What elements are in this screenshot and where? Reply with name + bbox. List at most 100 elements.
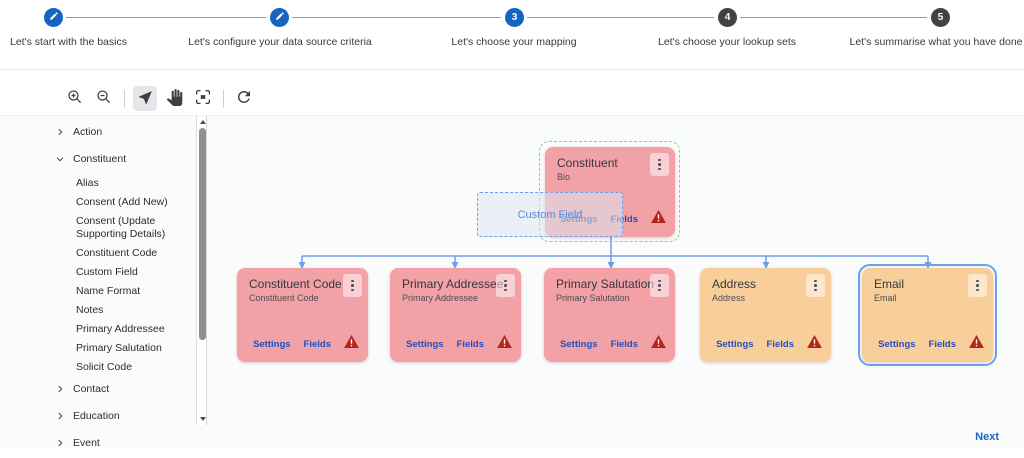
scroll-up-arrow-icon[interactable]: [199, 120, 206, 124]
chevron-right-icon: [55, 384, 65, 398]
node-actions: Settings Fields: [878, 335, 984, 353]
step-2-indicator[interactable]: [270, 8, 289, 27]
fields-link[interactable]: Fields: [610, 338, 638, 350]
fields-link[interactable]: Fields: [766, 338, 794, 350]
tree-item-label: Primary Salutation: [76, 342, 162, 354]
node-title: Primary Salutation: [556, 277, 655, 291]
step-1-indicator[interactable]: [44, 8, 63, 27]
node-menu-button[interactable]: [806, 274, 825, 297]
step-5-label: Let's summarise what you have done: [849, 36, 1023, 48]
wizard-stepper: 3 4 5 Let's start with the basics Let's …: [0, 0, 1024, 70]
node-actions: Settings Fields: [253, 335, 359, 353]
refresh-button[interactable]: [232, 86, 256, 111]
tree-item-constituent-code[interactable]: Constituent Code: [55, 244, 195, 263]
canvas-toolbar: [63, 86, 256, 111]
zoom-out-button[interactable]: [92, 86, 116, 111]
tree-item-consent-update[interactable]: Consent (Update Supporting Details): [55, 212, 195, 244]
next-button[interactable]: Next: [975, 431, 999, 443]
settings-link[interactable]: Settings: [253, 338, 291, 350]
tree-group-constituent[interactable]: Constituent: [55, 147, 195, 174]
edit-icon: [275, 11, 285, 24]
pan-tool-button[interactable]: [162, 86, 186, 111]
tree-item-label: Constituent: [73, 153, 127, 165]
node-menu-button[interactable]: [650, 274, 669, 297]
tree-item-primary-addressee[interactable]: Primary Addressee: [55, 320, 195, 339]
tree-item-label: Action: [73, 126, 103, 138]
chevron-down-icon: [55, 154, 65, 168]
tree-item-consent-add-new[interactable]: Consent (Add New): [55, 193, 195, 212]
step-connector-line: [292, 17, 501, 18]
settings-link[interactable]: Settings: [560, 338, 598, 350]
tree-item-label: Consent (Add New): [76, 196, 168, 208]
tree-item-notes[interactable]: Notes: [55, 301, 195, 320]
fields-link[interactable]: Fields: [610, 213, 638, 225]
warning-icon: [651, 335, 666, 353]
step-4-label: Let's choose your lookup sets: [657, 36, 797, 48]
chevron-right-icon: [55, 411, 65, 425]
warning-icon: [497, 335, 512, 353]
tree-item-solicit-code[interactable]: Solicit Code: [55, 358, 195, 377]
fields-link[interactable]: Fields: [303, 338, 331, 350]
tree-group-contact[interactable]: Contact: [55, 377, 195, 404]
tree-group-action[interactable]: Action: [55, 120, 195, 147]
node-menu-button[interactable]: [968, 274, 987, 297]
step-4-indicator[interactable]: 4: [718, 8, 737, 27]
zoom-in-button[interactable]: [63, 86, 87, 111]
node-menu-button[interactable]: [343, 274, 362, 297]
data-source-tree: Action Constituent Alias Consent (Add Ne…: [55, 120, 195, 458]
step-3-indicator[interactable]: 3: [505, 8, 524, 27]
settings-link[interactable]: Settings: [878, 338, 916, 350]
node-address[interactable]: Address Address Settings Fields: [700, 268, 831, 362]
sidebar-scrollbar-thumb[interactable]: [199, 128, 206, 340]
node-actions: Settings Fields: [716, 335, 822, 353]
node-actions: Settings Fields: [406, 335, 512, 353]
node-email[interactable]: Email Email Settings Fields: [858, 264, 997, 366]
chevron-right-icon: [55, 438, 65, 452]
tree-item-label: Consent (Update Supporting Details): [76, 215, 166, 240]
node-title: Primary Addressee: [402, 277, 504, 291]
node-constituent-code[interactable]: Constituent Code Constituent Code Settin…: [237, 268, 368, 362]
kebab-icon: [814, 279, 817, 283]
fit-view-button[interactable]: [191, 86, 215, 111]
node-title: Constituent Code: [249, 277, 342, 291]
kebab-icon: [658, 279, 661, 283]
sidebar-scrollbar[interactable]: [196, 116, 207, 425]
step-2-label: Let's configure your data source criteri…: [188, 36, 372, 48]
edit-icon: [49, 11, 59, 24]
node-subtitle: Email: [874, 293, 897, 303]
drag-ghost-custom-field: Custom Field: [477, 192, 623, 237]
warning-icon: [807, 335, 822, 353]
pan-hand-icon: [166, 88, 183, 109]
drag-ghost-label: Custom Field: [517, 208, 583, 221]
tree-item-label: Solicit Code: [76, 361, 133, 373]
node-subtitle: Primary Addressee: [402, 293, 479, 303]
zoom-out-icon: [95, 88, 113, 109]
step-number: 4: [724, 12, 731, 23]
tree-item-alias[interactable]: Alias: [55, 174, 195, 193]
fields-link[interactable]: Fields: [928, 338, 956, 350]
tree-group-event[interactable]: Event: [55, 431, 195, 458]
tree-group-education[interactable]: Education: [55, 404, 195, 431]
tree-item-primary-salutation[interactable]: Primary Salutation: [55, 339, 195, 358]
node-menu-button[interactable]: [650, 153, 669, 176]
scroll-down-arrow-icon[interactable]: [199, 417, 206, 421]
settings-link[interactable]: Settings: [716, 338, 754, 350]
settings-link[interactable]: Settings: [406, 338, 444, 350]
pointer-tool-button[interactable]: [133, 86, 157, 111]
step-number: 5: [937, 12, 944, 23]
node-subtitle: Bio: [557, 172, 571, 182]
step-3-label: Let's choose your mapping: [451, 36, 577, 48]
step-connector-line: [740, 17, 927, 18]
fields-link[interactable]: Fields: [456, 338, 484, 350]
node-menu-button[interactable]: [496, 274, 515, 297]
step-5-indicator[interactable]: 5: [931, 8, 950, 27]
kebab-icon: [658, 158, 661, 162]
node-title: Address: [712, 277, 757, 291]
pointer-icon: [137, 89, 154, 109]
node-primary-salutation[interactable]: Primary Salutation Primary Salutation Se…: [544, 268, 675, 362]
tree-item-custom-field[interactable]: Custom Field: [55, 263, 195, 282]
node-primary-addressee[interactable]: Primary Addressee Primary Addressee Sett…: [390, 268, 521, 362]
node-subtitle: Constituent Code: [249, 293, 319, 303]
tree-item-name-format[interactable]: Name Format: [55, 282, 195, 301]
